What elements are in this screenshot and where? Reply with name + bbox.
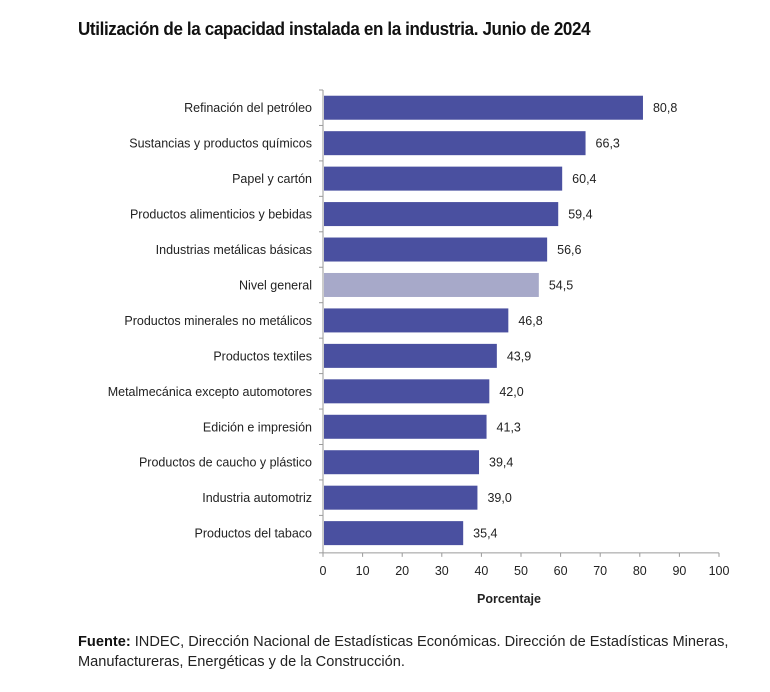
bar-9 <box>324 379 490 404</box>
value-label: 54,5 <box>549 278 573 292</box>
value-label: 41,3 <box>497 420 521 434</box>
value-label: 39,0 <box>487 491 511 505</box>
value-label: 46,8 <box>518 314 542 328</box>
value-label: 56,6 <box>557 243 581 257</box>
bar-10 <box>324 414 487 439</box>
bar-6 <box>324 272 539 297</box>
x-tick-label: 80 <box>633 564 647 578</box>
category-label: Productos alimenticios y bebidas <box>130 208 312 222</box>
x-axis-label: Porcentaje <box>477 592 541 606</box>
x-tick-label: 40 <box>474 564 488 578</box>
value-label: 39,4 <box>489 456 513 470</box>
value-label: 35,4 <box>473 527 497 541</box>
category-label: Productos textiles <box>213 349 312 363</box>
axes-group: 0 10 20 30 40 50 60 70 80 90 100 <box>319 89 730 578</box>
category-label: Nivel general <box>239 278 312 292</box>
value-label: 59,4 <box>568 208 592 222</box>
bar-11 <box>324 450 480 475</box>
category-label: Productos minerales no metálicos <box>124 314 312 328</box>
value-label: 60,4 <box>572 172 596 186</box>
category-label: Industrias metálicas básicas <box>156 243 312 257</box>
chart-title: Utilización de la capacidad instalada en… <box>78 18 591 39</box>
bar-13 <box>324 521 464 546</box>
value-label: 80,8 <box>653 101 677 115</box>
value-label: 43,9 <box>507 349 531 363</box>
category-label: Edición e impresión <box>203 420 312 434</box>
bar-2 <box>324 131 586 156</box>
bar-chart: Refinación del petróleo 80,8 Sustancias y … <box>108 89 730 606</box>
value-label: 42,0 <box>499 385 523 399</box>
category-label: Papel y cartón <box>232 172 312 186</box>
category-label: Productos de caucho y plástico <box>139 456 312 470</box>
x-tick-label: 70 <box>593 564 607 578</box>
bar-5 <box>324 237 548 262</box>
x-tick-label: 10 <box>356 564 370 578</box>
category-label: Refinación del petróleo <box>184 101 312 115</box>
bar-8 <box>324 343 497 368</box>
x-tick-label: 60 <box>554 564 568 578</box>
value-label: 66,3 <box>596 137 620 151</box>
x-tick-label: 20 <box>395 564 409 578</box>
x-tick-label: 90 <box>672 564 686 578</box>
bar-4 <box>324 202 559 227</box>
x-tick-label: 100 <box>709 564 730 578</box>
bar-7 <box>324 308 509 333</box>
x-tick-label: 0 <box>320 564 327 578</box>
category-label: Productos del tabaco <box>195 527 312 541</box>
bar-12 <box>324 485 478 510</box>
category-label: Metalmecánica excepto automotores <box>108 385 312 399</box>
bars-group: Refinación del petróleo 80,8 Sustancias y … <box>108 95 677 546</box>
category-label: Industria automotriz <box>202 491 312 505</box>
bar-3 <box>324 166 563 191</box>
category-label: Sustancias y productos químicos <box>129 137 312 151</box>
x-tick-label: 30 <box>435 564 449 578</box>
x-tick-label: 50 <box>514 564 528 578</box>
bar-1 <box>324 95 643 120</box>
source-note: Fuente: INDEC, Dirección Nacional de Est… <box>78 632 738 672</box>
source-label: Fuente: <box>78 634 131 650</box>
source-text: INDEC, Dirección Nacional de Estadística… <box>78 634 729 670</box>
